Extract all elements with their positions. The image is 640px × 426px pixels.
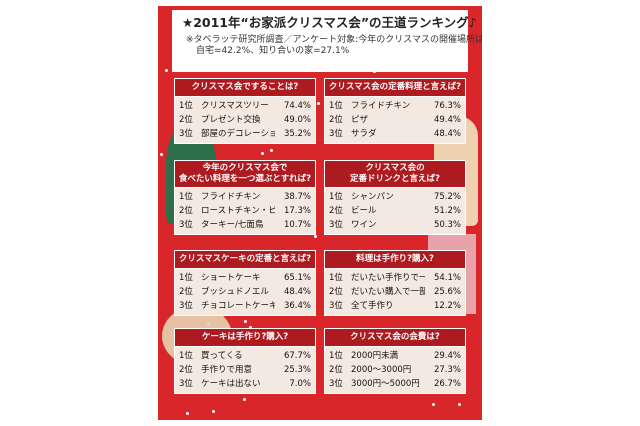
ranking-card: クリスマス会ですることは? 1位 クリスマスツリー 74.4% 2位 プレゼント交換 4… bbox=[174, 78, 316, 144]
snow-dot bbox=[432, 403, 435, 406]
card-title: クリスマス会の 定番ドリンクと言えば? bbox=[324, 160, 466, 188]
ranking-row: 3位部屋のデコレーション35.2% bbox=[179, 129, 311, 139]
card-title: クリスマス会の定番料理と言えば? bbox=[324, 78, 466, 97]
ranking-row: 3位 サラダ 48.4% bbox=[329, 129, 461, 139]
snow-dot bbox=[165, 69, 168, 72]
ranking-row: 3位 チョコレートケーキ 36.4% bbox=[179, 301, 311, 311]
snow-dot bbox=[243, 398, 246, 401]
ranking-row: 3位 ケーキは出ない 7.0% bbox=[179, 379, 311, 389]
ranking-card: ケーキは手作り?購入? 1位 買ってくる 67.7% 2位 手作りで用意 25.3% 3… bbox=[174, 328, 316, 394]
snow-dot bbox=[270, 149, 273, 152]
snow-dot bbox=[317, 102, 320, 105]
ranking-row: 2位 ブッシュドノエル 48.4% bbox=[179, 287, 311, 297]
ranking-row: 3位 ターキー/七面鳥 10.7% bbox=[179, 220, 311, 230]
ranking-row: 3位 3000円〜5000円 26.7% bbox=[329, 379, 461, 389]
ranking-row: 3位 ワイン 50.3% bbox=[329, 220, 461, 230]
snow-dot bbox=[249, 326, 252, 329]
ranking-poster: ★2011年“お家派クリスマス会”の王道ランキング♪ ※タベラッテ研究所調査／ア… bbox=[158, 6, 482, 420]
ranking-row: 1位 ショートケーキ 65.1% bbox=[179, 273, 311, 283]
snow-dot bbox=[314, 235, 317, 238]
ranking-row: 1位だいたい手作りで一部購入54.1% bbox=[329, 273, 461, 283]
ranking-row: 2位 ピザ 49.4% bbox=[329, 115, 461, 125]
poster-header: ★2011年“お家派クリスマス会”の王道ランキング♪ ※タベラッテ研究所調査／ア… bbox=[172, 10, 482, 72]
ranking-row: 1位 クリスマスツリー 74.4% bbox=[179, 101, 311, 111]
ranking-row: 2位 手作りで用意 25.3% bbox=[179, 365, 311, 375]
card-title: 今年のクリスマス会で 食べたい料理を一つ選ぶとすれば? bbox=[174, 160, 316, 188]
card-title: クリスマス会の会費は? bbox=[324, 328, 466, 347]
ranking-card: クリスマス会の会費は? 1位 2000円未満 29.4% 2位 2000〜3000円 2… bbox=[324, 328, 466, 394]
card-title: ケーキは手作り?購入? bbox=[174, 328, 316, 347]
survey-note: ※タベラッテ研究所調査／アンケート対象:今年のクリスマスの開催場所は? bbox=[186, 35, 482, 45]
poster-title: ★2011年“お家派クリスマス会”の王道ランキング♪ bbox=[182, 15, 477, 30]
snow-dot bbox=[261, 152, 264, 155]
ranking-row: 1位 シャンパン 75.2% bbox=[329, 192, 461, 202]
ranking-row: 2位 ビール 51.2% bbox=[329, 206, 461, 216]
ranking-row: 1位 買ってくる 67.7% bbox=[179, 351, 311, 361]
card-title: 料理は手作り?購入? bbox=[324, 250, 466, 269]
ranking-row: 2位 2000〜3000円 27.3% bbox=[329, 365, 461, 375]
ranking-card: クリスマス会の 定番ドリンクと言えば? 1位 シャンパン 75.2% 2位 ビール 51.… bbox=[324, 160, 466, 235]
ranking-row: 2位 プレゼント交換 49.0% bbox=[179, 115, 311, 125]
ranking-card: クリスマスケーキの定番と言えば? 1位 ショートケーキ 65.1% 2位 ブッシュドノ… bbox=[174, 250, 316, 316]
ranking-row: 1位 フライドチキン 38.7% bbox=[179, 192, 311, 202]
snow-dot bbox=[244, 320, 247, 323]
ranking-card: 料理は手作り?購入? 1位だいたい手作りで一部購入54.1% 2位だいたい購入で… bbox=[324, 250, 466, 316]
ranking-row: 1位 フライドチキン 76.3% bbox=[329, 101, 461, 111]
ranking-card: クリスマス会の定番料理と言えば? 1位 フライドチキン 76.3% 2位 ピザ 49.4… bbox=[324, 78, 466, 144]
ranking-row: 2位だいたい購入で一部手作り25.6% bbox=[329, 287, 461, 297]
snow-dot bbox=[212, 410, 215, 413]
ranking-row: 1位 2000円未満 29.4% bbox=[329, 351, 461, 361]
survey-note-detail: 自宅=42.2%、知り合いの家=27.1% bbox=[196, 46, 350, 56]
ranking-row: 3位 全て手作り 12.2% bbox=[329, 301, 461, 311]
snow-dot bbox=[186, 412, 189, 415]
ranking-card: 今年のクリスマス会で 食べたい料理を一つ選ぶとすれば? 1位 フライドチキン 38.7… bbox=[174, 160, 316, 235]
snow-dot bbox=[160, 153, 163, 156]
snow-dot bbox=[458, 403, 461, 406]
card-title: クリスマス会ですることは? bbox=[174, 78, 316, 97]
card-title: クリスマスケーキの定番と言えば? bbox=[174, 250, 316, 269]
